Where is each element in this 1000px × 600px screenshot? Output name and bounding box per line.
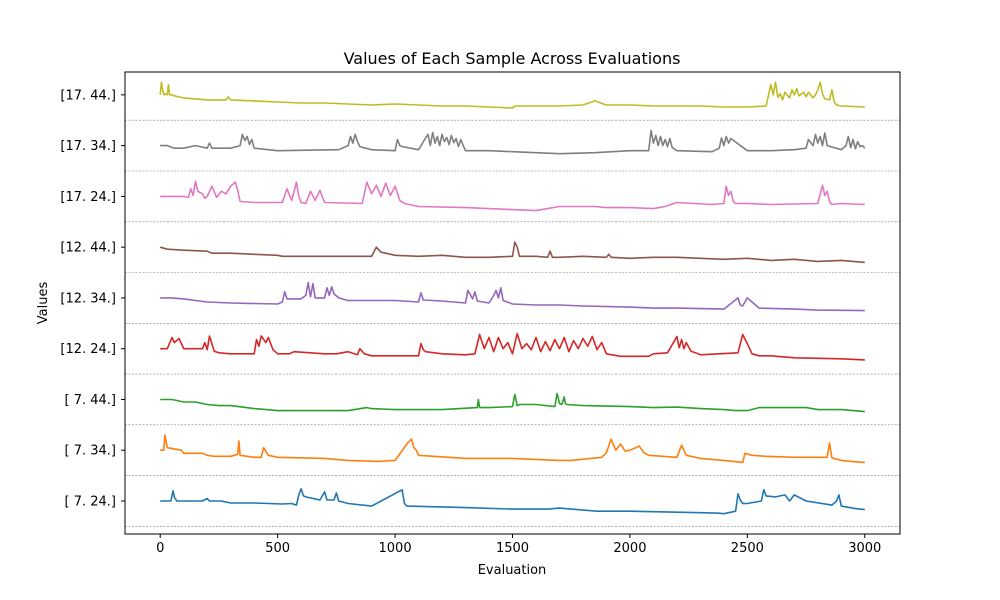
series-line-8 <box>160 129 866 155</box>
y-tick-label-4: [12. 34.] <box>60 291 116 306</box>
y-tick-label-7: [17. 34.] <box>60 139 116 154</box>
reference-lines <box>125 119 900 527</box>
y-tick-label-3: [12. 24.] <box>60 342 116 357</box>
series-line-3 <box>160 392 865 413</box>
y-tick-label-0: [ 7. 24.] <box>65 495 117 510</box>
series-line-9 <box>159 81 865 109</box>
x-tick-label-2: 1000 <box>379 541 412 556</box>
y-tick-label-8: [17. 44.] <box>60 88 116 103</box>
y-tick-label-6: [17. 24.] <box>60 190 116 205</box>
series-line-4 <box>160 332 865 361</box>
x-tick-label-0: 0 <box>156 541 164 556</box>
x-tick-label-3: 1500 <box>496 541 529 556</box>
series-line-5 <box>160 281 865 312</box>
series-line-1 <box>160 487 865 515</box>
series-line-7 <box>160 180 865 212</box>
series-layer <box>159 81 866 515</box>
x-tick-label-1: 500 <box>265 541 290 556</box>
y-tick-label-2: [ 7. 44.] <box>65 393 117 408</box>
x-axis-label: Evaluation <box>478 563 547 578</box>
x-tick-label-4: 2000 <box>613 541 646 556</box>
y-tick-label-5: [12. 44.] <box>60 241 116 256</box>
y-tick-label-1: [ 7. 34.] <box>65 444 117 459</box>
chart-title: Values of Each Sample Across Evaluations <box>344 49 681 68</box>
y-axis-label: Values <box>36 282 51 325</box>
series-line-2 <box>160 434 865 464</box>
series-line-6 <box>159 241 865 264</box>
y-axis: [ 7. 24.] [ 7. 34.] [ 7. 44.] [12. 24.] [12.… <box>60 88 125 510</box>
x-axis: 0 500 1000 1500 2000 2500 3000 <box>156 534 881 556</box>
x-tick-label-6: 3000 <box>848 541 881 556</box>
x-tick-label-5: 2500 <box>731 541 764 556</box>
